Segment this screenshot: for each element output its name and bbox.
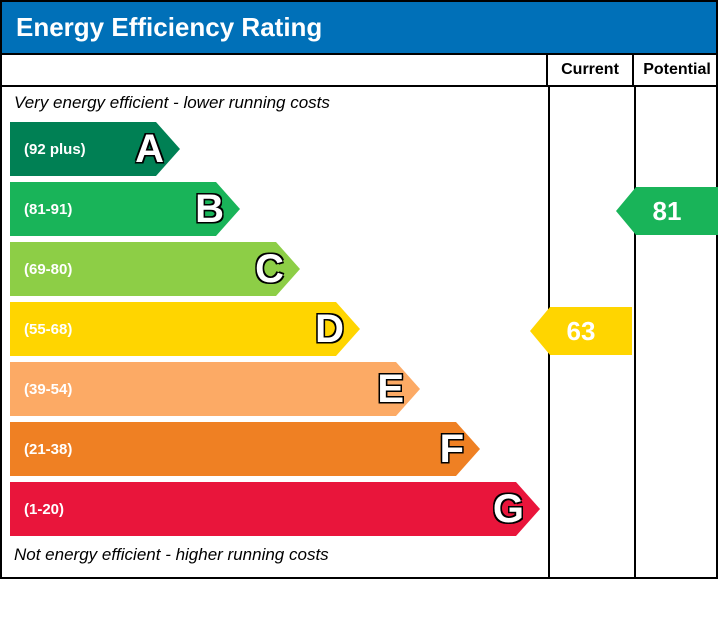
band-row-c: (69-80) C (2, 239, 548, 299)
caption-bottom: Not energy efficient - higher running co… (2, 539, 548, 571)
band-row-a: (92 plus) A (2, 119, 548, 179)
band-row-b: (81-91) B (2, 179, 548, 239)
potential-arrow: 81 (616, 187, 718, 235)
current-column: 63 (548, 87, 634, 577)
band-row-d: (55-68) D (2, 299, 548, 359)
bands-column: Very energy efficient - lower running co… (2, 87, 548, 577)
band-letter: G (493, 487, 524, 532)
band-range: (69-80) (24, 261, 72, 278)
band-bar-e: (39-54) E (10, 362, 420, 416)
epc-chart: Energy Efficiency Rating Current Potenti… (0, 0, 718, 579)
current-arrow: 63 (530, 307, 632, 355)
band-letter: E (377, 367, 404, 412)
band-range: (21-38) (24, 441, 72, 458)
caption-top: Very energy efficient - lower running co… (2, 87, 548, 119)
band-range: (1-20) (24, 501, 64, 518)
band-letter: A (135, 127, 164, 172)
band-bar-c: (69-80) C (10, 242, 300, 296)
band-row-f: (21-38) F (2, 419, 548, 479)
band-row-g: (1-20) G (2, 479, 548, 539)
potential-column: 81 (634, 87, 718, 577)
band-range: (55-68) (24, 321, 72, 338)
band-letter: B (195, 187, 224, 232)
epc-grid: Current Potential Very energy efficient … (2, 53, 716, 577)
band-letter: C (255, 247, 284, 292)
band-bar-b: (81-91) B (10, 182, 240, 236)
band-row-e: (39-54) E (2, 359, 548, 419)
band-range: (92 plus) (24, 141, 86, 158)
band-bar-a: (92 plus) A (10, 122, 180, 176)
band-range: (81-91) (24, 201, 72, 218)
header-current: Current (548, 53, 634, 87)
band-bar-f: (21-38) F (10, 422, 480, 476)
band-letter: F (440, 427, 464, 472)
chart-title: Energy Efficiency Rating (2, 2, 716, 53)
band-bar-g: (1-20) G (10, 482, 540, 536)
header-blank (2, 53, 548, 87)
band-range: (39-54) (24, 381, 72, 398)
band-bar-d: (55-68) D (10, 302, 360, 356)
band-letter: D (315, 307, 344, 352)
header-potential: Potential (634, 53, 718, 87)
